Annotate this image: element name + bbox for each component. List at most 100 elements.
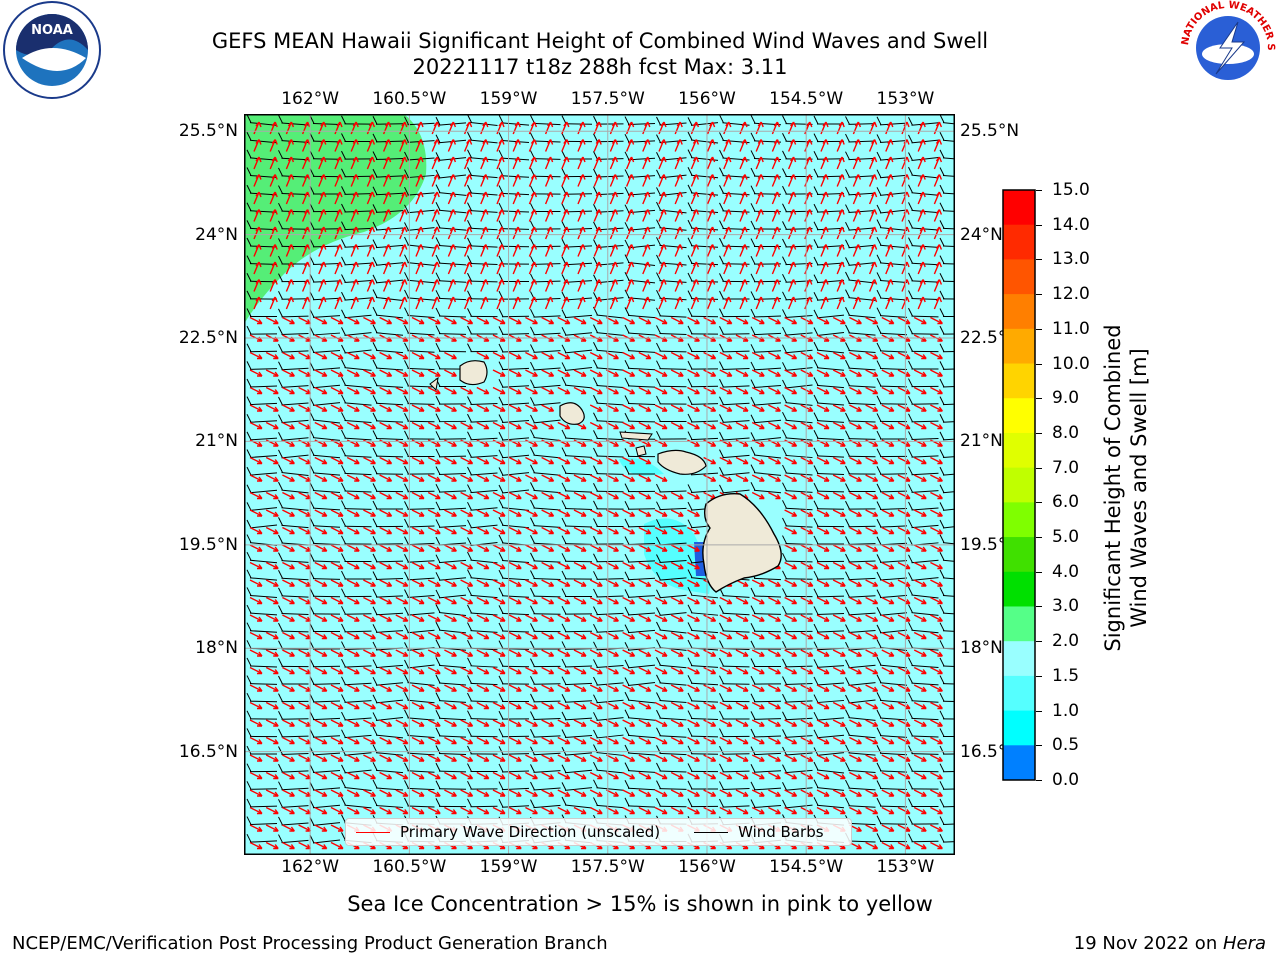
wind-barb <box>624 448 656 458</box>
wind-barb <box>719 396 750 406</box>
island-hawaii <box>702 493 782 593</box>
colorbar-tick-mark <box>1036 259 1042 261</box>
wave-arrow <box>735 369 749 377</box>
wind-barb <box>656 657 687 669</box>
wave-arrow <box>395 561 409 570</box>
wave-arrow <box>719 421 733 430</box>
wave-arrow <box>625 209 635 222</box>
wave-arrow <box>525 754 538 762</box>
wind-barb <box>309 729 341 738</box>
wind-barb <box>246 378 278 388</box>
wave-arrow <box>800 351 814 360</box>
wind-barb <box>341 711 372 721</box>
wave-arrow <box>687 386 700 395</box>
wind-barb <box>876 518 908 528</box>
wave-arrow <box>706 296 716 310</box>
wind-barb <box>845 553 876 563</box>
wave-arrow <box>881 789 895 797</box>
wave-arrow <box>496 191 505 205</box>
wave-arrow <box>366 209 376 222</box>
wind-barb <box>656 727 687 738</box>
wave-arrow <box>411 421 425 430</box>
wave-arrow <box>836 226 845 240</box>
wave-arrow <box>703 806 717 815</box>
wave-arrow <box>593 174 602 187</box>
wave-arrow <box>496 296 505 310</box>
wind-barb <box>593 535 624 545</box>
wind-barb <box>246 604 278 616</box>
wave-arrow <box>508 701 522 710</box>
wind-barb <box>624 324 656 336</box>
wave-arrow <box>865 596 879 605</box>
wave-arrow <box>415 244 424 257</box>
wave-arrow <box>282 719 295 727</box>
wind-barb <box>246 816 278 826</box>
wave-arrow <box>253 174 262 187</box>
wave-arrow <box>573 316 587 325</box>
wave-arrow <box>768 474 781 482</box>
wave-arrow <box>670 544 684 552</box>
wave-arrow <box>836 261 845 275</box>
wave-arrow <box>739 174 748 187</box>
wind-barb <box>561 482 593 493</box>
wave-arrow <box>411 666 425 675</box>
wave-arrow <box>881 841 895 850</box>
wave-arrow <box>460 386 474 395</box>
wind-barb <box>309 658 341 668</box>
wave-arrow <box>768 404 781 412</box>
wave-arrow <box>318 244 327 257</box>
wave-arrow <box>379 509 393 517</box>
wind-barb <box>530 482 561 494</box>
wave-arrow <box>346 421 360 430</box>
wave-arrow <box>269 261 278 275</box>
wave-arrow <box>249 421 263 430</box>
wave-arrow <box>253 139 262 152</box>
wave-arrow <box>913 544 927 552</box>
wave-arrow <box>687 771 700 780</box>
wind-barb <box>845 239 876 249</box>
wave-arrow <box>285 296 295 310</box>
wind-barb <box>719 763 750 773</box>
wave-arrow <box>249 509 263 517</box>
wave-arrow <box>670 579 684 587</box>
wind-barb <box>278 114 309 126</box>
wind-barb <box>908 202 939 214</box>
wave-arrow <box>330 701 344 710</box>
wave-arrow <box>301 174 311 187</box>
wave-arrow <box>314 771 328 780</box>
wave-arrow <box>865 824 879 832</box>
wind-barb <box>341 676 372 686</box>
wind-barb <box>845 797 876 808</box>
wave-arrow <box>670 386 684 395</box>
wave-arrow <box>784 649 798 657</box>
wave-arrow <box>739 296 748 310</box>
wave-arrow <box>379 316 393 325</box>
wind-barb <box>404 624 435 634</box>
wave-arrow <box>411 474 425 482</box>
wave-arrow <box>363 789 376 797</box>
wave-arrow <box>913 561 927 570</box>
wind-barb <box>845 677 876 686</box>
wave-arrow <box>496 244 505 257</box>
wave-arrow <box>771 279 781 292</box>
wind-barb <box>530 361 561 371</box>
wave-arrow <box>930 491 943 500</box>
wave-arrow <box>460 456 474 465</box>
wave-arrow <box>622 666 636 675</box>
colorbar-tick-label: 1.5 <box>1052 665 1080 686</box>
wave-arrow <box>573 369 587 377</box>
colorbar-bin <box>1003 571 1035 607</box>
wave-arrow <box>476 701 490 710</box>
wind-barb <box>876 236 908 249</box>
wave-arrow <box>622 719 636 727</box>
wave-arrow <box>249 719 263 727</box>
wave-arrow <box>865 666 879 675</box>
wind-barb <box>561 588 593 598</box>
wave-arrow <box>784 754 798 762</box>
wave-arrow <box>427 614 441 622</box>
wind-barb <box>719 710 750 720</box>
wind-barb <box>782 570 813 580</box>
wave-arrow <box>654 596 668 605</box>
wind-barb <box>309 605 341 615</box>
wind-barb <box>246 484 278 494</box>
